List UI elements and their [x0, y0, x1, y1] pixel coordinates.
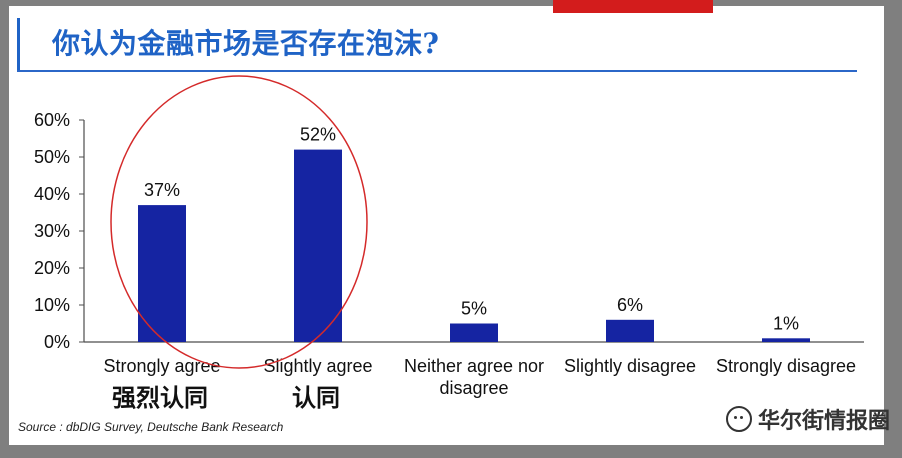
- highlight-circle: [110, 75, 368, 369]
- chart-labels: 37% Strongly agree 52% Slightly agree 5% Neit…: [103, 125, 856, 398]
- y-tick-label: 30%: [34, 221, 70, 241]
- chart-bars: [138, 149, 810, 342]
- y-tick-label: 50%: [34, 147, 70, 167]
- data-label: 6%: [617, 295, 643, 315]
- bar-5: [762, 338, 810, 342]
- bar-4: [606, 319, 654, 342]
- watermark-text: 华尔街情报圈: [757, 408, 890, 433]
- title-accent-line: [17, 18, 20, 70]
- bar-3: [450, 323, 498, 342]
- bar-1: [138, 205, 186, 342]
- top-accent-bar: [553, 0, 713, 13]
- category-label: Strongly agree: [103, 356, 220, 376]
- wechat-icon: [725, 406, 752, 432]
- y-tick-label: 40%: [34, 184, 70, 204]
- y-tick-label: 20%: [34, 258, 70, 278]
- chinese-label-strong: 强烈认同: [112, 384, 208, 412]
- data-label: 52%: [300, 125, 336, 145]
- category-label: Strongly disagree: [716, 356, 856, 376]
- source-note: Source : dbDIG Survey, Deutsche Bank Res…: [18, 420, 284, 434]
- chart-title: 你认为金融市场是否存在泡沫?: [52, 27, 440, 60]
- category-label: Slightly agree: [263, 356, 372, 376]
- category-label: Neither agree nor disagree: [404, 356, 544, 398]
- data-label: 1%: [773, 313, 799, 333]
- watermark: 华尔街情报圈: [725, 403, 890, 435]
- y-tick-label: 10%: [34, 295, 70, 315]
- data-label: 37%: [144, 180, 180, 200]
- chinese-label-slight: 认同: [292, 384, 340, 412]
- category-label: Slightly disagree: [564, 356, 696, 376]
- title-underline: [17, 70, 857, 72]
- y-tick-label: 60%: [34, 110, 70, 130]
- data-label: 5%: [461, 299, 487, 319]
- y-tick-label: 0%: [44, 332, 70, 352]
- bar-2: [294, 149, 342, 342]
